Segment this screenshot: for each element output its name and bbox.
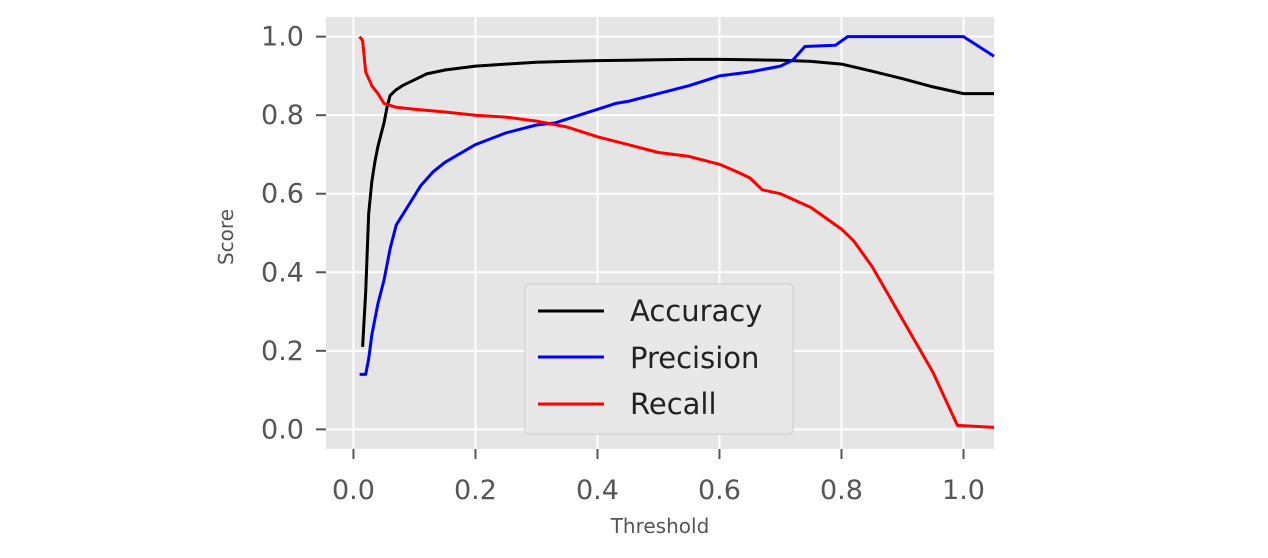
- y-tick-label: 1.0: [261, 22, 304, 53]
- x-tick-label: 0.6: [698, 475, 741, 506]
- grid: [326, 17, 994, 449]
- x-tick-label: 1.0: [942, 475, 985, 506]
- x-tick-label: 0.8: [820, 475, 863, 506]
- y-tick-label: 0.6: [261, 179, 304, 210]
- series-lines: [358, 35, 995, 429]
- legend-box: [524, 283, 794, 435]
- y-tick-label: 0.4: [261, 257, 304, 288]
- x-tick-label: 0.4: [576, 475, 619, 506]
- series-line-precision: [359, 35, 995, 376]
- y-tick-label: 0.8: [261, 100, 304, 131]
- y-tick-label: 0.2: [261, 336, 304, 367]
- x-tick-label: 0.0: [332, 475, 375, 506]
- legend-label-recall: Recall: [630, 387, 717, 421]
- legend-label-accuracy: Accuracy: [630, 294, 762, 328]
- series-line-accuracy: [361, 57, 994, 347]
- y-axis-label: Score: [214, 209, 238, 265]
- y-axis-ticks: 0.0 0.2 0.4 0.6 0.8 1.0: [261, 22, 326, 445]
- x-tick-label: 0.2: [454, 475, 497, 506]
- x-axis-label: Threshold: [610, 514, 710, 538]
- legend: Accuracy Precision Recall: [524, 283, 794, 435]
- y-tick-label: 0.0: [261, 414, 304, 445]
- legend-label-precision: Precision: [630, 341, 759, 375]
- series-line-recall: [358, 35, 995, 429]
- x-axis-ticks: 0.0 0.2 0.4 0.6 0.8 1.0: [332, 449, 985, 506]
